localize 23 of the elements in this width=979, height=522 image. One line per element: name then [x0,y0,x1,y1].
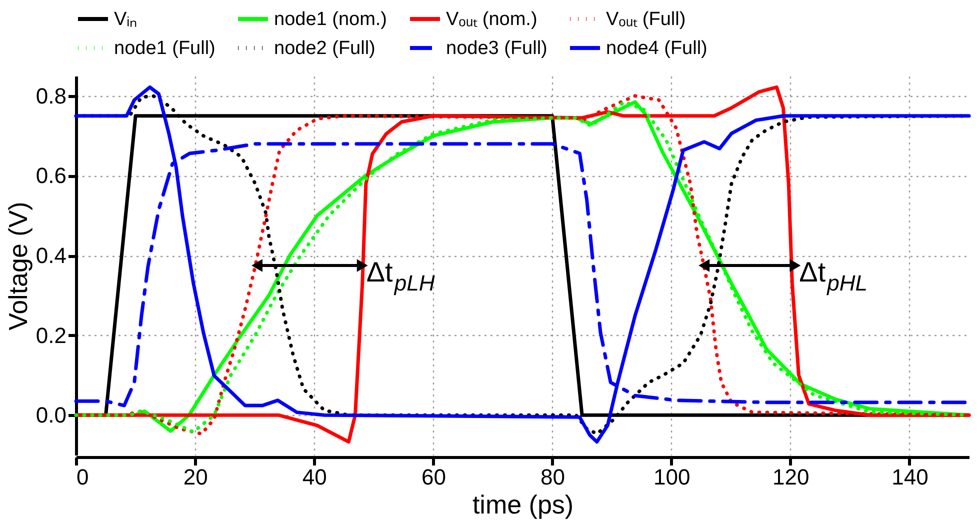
y-tick-label: 0.0 [36,402,66,428]
y-tick-label: 0.2 [36,322,66,348]
x-tick-label: 140 [892,464,928,490]
legend-label: node4 (Full) [606,38,708,59]
y-tick-label: 0.4 [36,243,66,268]
x-tick-label: 20 [183,464,208,490]
legend-label: node1 (nom.) [274,9,388,30]
legend-label: node3 (Full) [446,38,548,59]
legend-label: Vᵢₙ [114,9,138,30]
legend-label: Vₒᵤₜ (Full) [606,9,686,30]
legend-label: node1 (Full) [114,38,216,59]
legend-label: Vₒᵤₜ (nom.) [446,9,538,30]
y-axis-title: Voltage (V) [2,202,33,330]
x-tick-label: 40 [302,464,327,490]
x-tick-label: 60 [421,464,446,490]
legend-label: node2 (Full) [274,38,376,59]
x-tick-label: 100 [653,464,690,490]
x-tick-label: 120 [772,464,810,490]
y-tick-label: 0.6 [36,163,66,188]
x-tick-label: 0 [76,464,89,490]
x-tick-label: 80 [540,464,566,490]
y-tick-label: 0.8 [36,83,66,108]
x-axis-title: time (ps) [472,490,574,520]
